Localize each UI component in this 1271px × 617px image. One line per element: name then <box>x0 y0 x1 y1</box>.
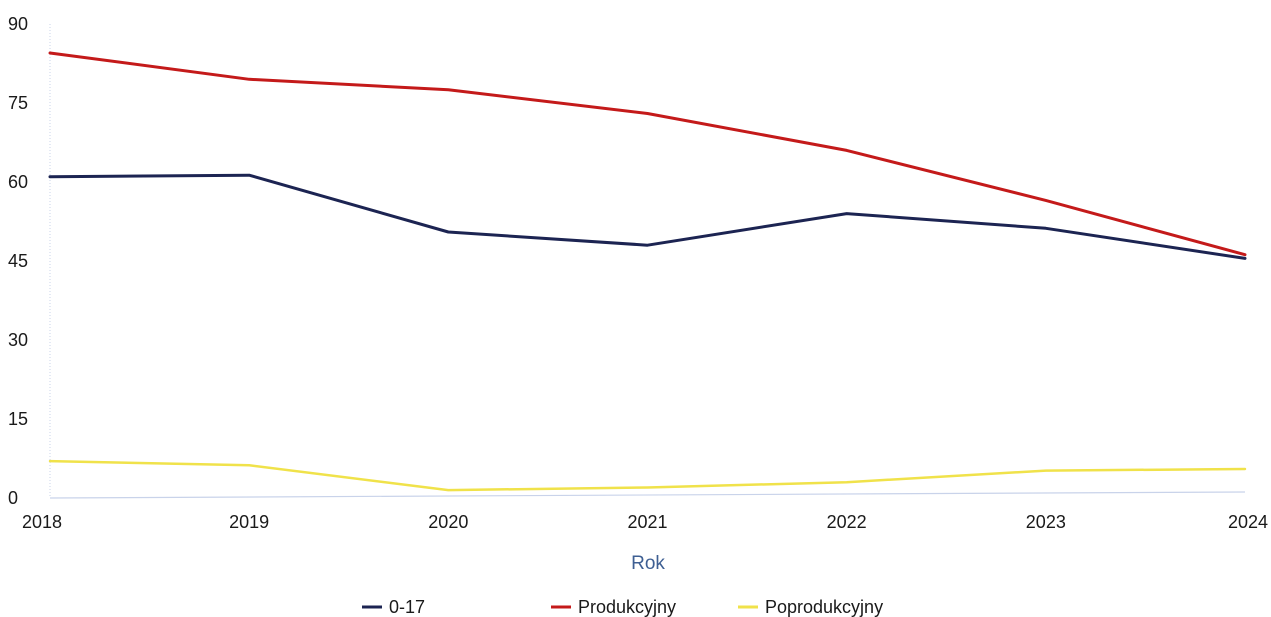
legend-label: Produkcyjny <box>578 597 676 617</box>
series-line <box>48 459 1247 492</box>
x-tick-label: 2021 <box>627 512 667 532</box>
axes <box>49 24 1246 499</box>
y-tick-label: 45 <box>8 251 28 271</box>
y-tick-labels: 0 15 30 45 60 75 90 <box>8 14 28 508</box>
x-tick-label: 2024 <box>1228 512 1268 532</box>
x-tick-label: 2023 <box>1026 512 1066 532</box>
x-tick-label: 2018 <box>22 512 62 532</box>
x-tick-label: 2019 <box>229 512 269 532</box>
x-axis-title: Rok <box>631 553 665 574</box>
legend-label: Poprodukcyjny <box>765 597 883 617</box>
legend-label: 0-17 <box>389 597 425 617</box>
series-line <box>48 51 1247 257</box>
y-tick-label: 30 <box>8 330 28 350</box>
y-tick-label: 15 <box>8 409 28 429</box>
y-tick-label: 90 <box>8 14 28 34</box>
series-line <box>48 173 1247 260</box>
series-lines <box>48 51 1247 492</box>
x-tick-label: 2020 <box>428 512 468 532</box>
y-tick-label: 60 <box>8 172 28 192</box>
y-tick-label: 75 <box>8 93 28 113</box>
x-tick-labels: 2018 2019 2020 2021 2022 2023 2024 <box>22 512 1268 532</box>
x-axis-line <box>49 491 1246 499</box>
y-tick-label: 0 <box>8 488 18 508</box>
legend: 0-17 Produkcyjny Poprodukcyjny <box>362 597 883 617</box>
x-tick-label: 2022 <box>827 512 867 532</box>
